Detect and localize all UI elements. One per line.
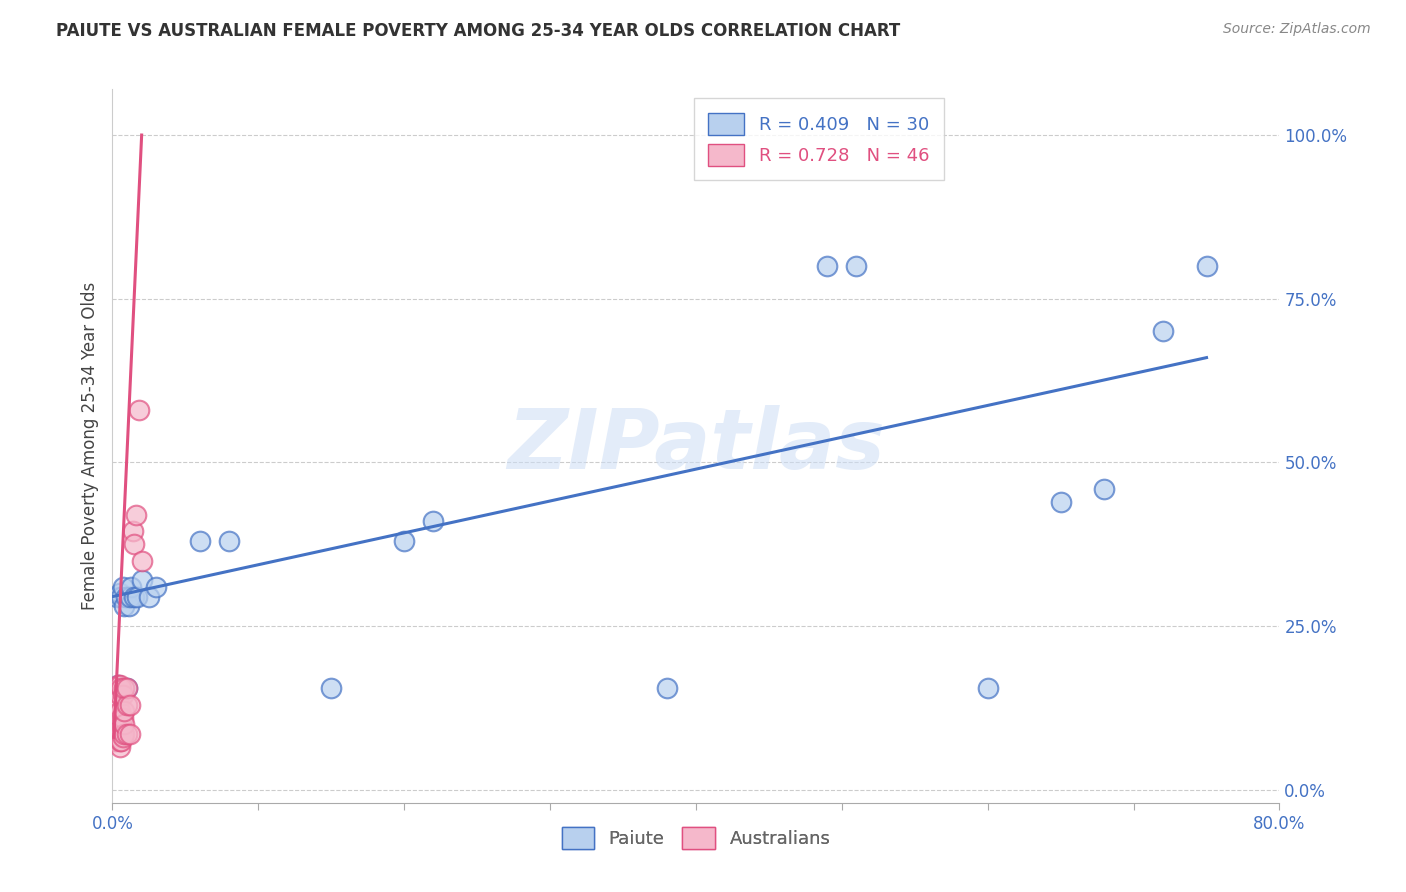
Point bbox=[394, 533, 416, 548]
Point bbox=[104, 681, 127, 696]
Point bbox=[127, 590, 149, 604]
Point bbox=[103, 688, 125, 702]
Point bbox=[112, 599, 135, 614]
Point bbox=[112, 704, 135, 718]
Point bbox=[1152, 325, 1174, 339]
Point bbox=[124, 590, 146, 604]
Point bbox=[104, 684, 127, 698]
Point bbox=[117, 599, 139, 614]
Point bbox=[108, 704, 131, 718]
Point bbox=[138, 590, 160, 604]
Point bbox=[111, 711, 134, 725]
Point bbox=[115, 681, 138, 696]
Point bbox=[118, 698, 141, 712]
Point bbox=[145, 580, 167, 594]
Point bbox=[115, 727, 138, 741]
Point bbox=[105, 590, 128, 604]
Point bbox=[108, 711, 131, 725]
Point bbox=[108, 586, 131, 600]
Point bbox=[115, 698, 138, 712]
Point bbox=[110, 590, 132, 604]
Point bbox=[188, 533, 211, 548]
Point bbox=[105, 733, 128, 747]
Point bbox=[107, 731, 129, 745]
Point bbox=[103, 733, 125, 747]
Text: ZIPatlas: ZIPatlas bbox=[508, 406, 884, 486]
Point bbox=[103, 698, 125, 712]
Point bbox=[108, 688, 131, 702]
Point bbox=[107, 678, 129, 692]
Point bbox=[105, 727, 128, 741]
Point bbox=[845, 259, 868, 273]
Point bbox=[112, 727, 135, 741]
Point bbox=[107, 678, 129, 692]
Point bbox=[111, 731, 134, 745]
Point bbox=[815, 259, 838, 273]
Point bbox=[976, 681, 998, 696]
Point bbox=[108, 717, 131, 731]
Point bbox=[103, 704, 125, 718]
Point bbox=[122, 524, 145, 538]
Point bbox=[655, 681, 678, 696]
Point bbox=[108, 733, 131, 747]
Point bbox=[104, 711, 127, 725]
Text: Source: ZipAtlas.com: Source: ZipAtlas.com bbox=[1223, 22, 1371, 37]
Point bbox=[114, 590, 136, 604]
Point bbox=[131, 573, 153, 587]
Point bbox=[118, 590, 141, 604]
Point bbox=[108, 727, 131, 741]
Point bbox=[120, 580, 142, 594]
Point bbox=[105, 711, 128, 725]
Point bbox=[111, 580, 134, 594]
Point bbox=[118, 727, 141, 741]
Point bbox=[112, 717, 135, 731]
Point bbox=[103, 717, 125, 731]
Point bbox=[104, 731, 127, 745]
Point bbox=[218, 533, 240, 548]
Point bbox=[115, 681, 138, 696]
Point bbox=[1049, 494, 1071, 508]
Point bbox=[105, 684, 128, 698]
Point bbox=[110, 733, 132, 747]
Point bbox=[124, 537, 146, 551]
Legend: Paiute, Australians: Paiute, Australians bbox=[553, 818, 839, 858]
Y-axis label: Female Poverty Among 25-34 Year Olds: Female Poverty Among 25-34 Year Olds bbox=[80, 282, 98, 610]
Point bbox=[111, 688, 134, 702]
Point bbox=[110, 723, 132, 738]
Point bbox=[321, 681, 343, 696]
Point bbox=[112, 681, 135, 696]
Point bbox=[110, 711, 132, 725]
Point bbox=[110, 681, 132, 696]
Point bbox=[131, 553, 153, 567]
Point bbox=[125, 508, 148, 522]
Point bbox=[1195, 259, 1218, 273]
Point bbox=[107, 698, 129, 712]
Point bbox=[107, 711, 129, 725]
Point bbox=[108, 678, 131, 692]
Point bbox=[1094, 482, 1116, 496]
Point bbox=[108, 740, 131, 755]
Text: PAIUTE VS AUSTRALIAN FEMALE POVERTY AMONG 25-34 YEAR OLDS CORRELATION CHART: PAIUTE VS AUSTRALIAN FEMALE POVERTY AMON… bbox=[56, 22, 900, 40]
Point bbox=[128, 403, 150, 417]
Point bbox=[422, 514, 444, 528]
Point bbox=[103, 711, 125, 725]
